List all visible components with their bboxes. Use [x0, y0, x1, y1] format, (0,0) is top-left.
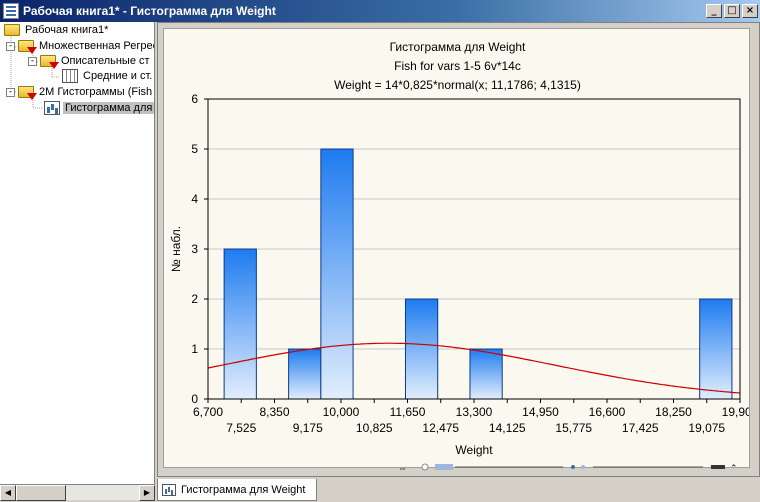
tree-item-label: Гистограмма для — [63, 102, 154, 114]
x-tick-label: 16,600 — [589, 405, 626, 419]
folder-red-icon — [18, 86, 37, 100]
x-tick-label: 10,825 — [356, 421, 393, 435]
y-tick-label: 3 — [191, 242, 198, 256]
chart-subtitle: Fish for vars 1-5 6v*14c — [394, 59, 521, 73]
maximize-button[interactable]: □ — [724, 4, 740, 18]
histogram-chart: 0 1 2 3 4 5 6 6,700 8,350 10,000 11,650 13,300 14,9… — [169, 92, 749, 457]
folder-red-icon — [18, 40, 37, 54]
window-title: Рабочая книга1* - Гистограмма для Weight — [23, 4, 276, 18]
folder-red-icon — [40, 55, 59, 69]
x-axis-label: Weight — [455, 443, 493, 457]
tree-horizontal-scrollbar[interactable]: ◀ ▶ — [0, 484, 155, 501]
collapse-icon[interactable]: - — [6, 86, 15, 97]
histogram-bar — [699, 298, 733, 400]
chart-icon — [44, 101, 60, 115]
tree-item-means[interactable]: Средние и ст. — [62, 68, 154, 84]
x-tick-label: 7,525 — [226, 421, 256, 435]
pin-icon[interactable] — [711, 465, 725, 469]
y-tick-label: 6 — [191, 92, 198, 106]
tree-item-regression[interactable]: - Множественная Регрес — [6, 38, 155, 54]
histogram-bar — [320, 148, 354, 400]
tree-item-workbook[interactable]: Рабочая книга1* — [4, 22, 110, 38]
tree-item-histogram-weight[interactable]: Гистограмма для — [44, 100, 154, 116]
scroll-right-icon[interactable]: ▶ — [139, 485, 155, 501]
tree-item-descriptive[interactable]: - Описательные ст — [28, 53, 152, 69]
x-tick-label: 14,950 — [522, 405, 559, 419]
tree-item-label: Множественная Регрес — [39, 40, 155, 52]
x-tick-label: 6,700 — [193, 405, 223, 419]
collapse-icon[interactable]: - — [6, 40, 15, 51]
tab-label: Гистограмма для Weight — [181, 483, 306, 496]
graph-window: Гистограмма для Weight Fish for vars 1-5… — [157, 22, 760, 477]
collapse-icon[interactable]: - — [28, 55, 37, 66]
y-tick-label: 1 — [191, 342, 198, 356]
scroll-thumb[interactable] — [16, 485, 66, 501]
x-tick-label: 11,650 — [390, 405, 426, 419]
title-bar: Рабочая книга1* - Гистограмма для Weight… — [0, 0, 760, 22]
chart-title: Гистограмма для Weight — [389, 40, 526, 54]
tree-item-label: 2М Гистограммы (Fish — [39, 86, 153, 98]
scroll-left-icon[interactable]: ◀ — [0, 485, 16, 501]
y-tick-label: 2 — [191, 292, 198, 306]
graph-canvas: Гистограмма для Weight Fish for vars 1-5… — [163, 28, 750, 468]
x-tick-label: 17,425 — [622, 421, 659, 435]
x-tick-label: 9,175 — [293, 421, 323, 435]
histogram-bar — [288, 348, 322, 400]
y-tick-label: 5 — [191, 142, 198, 156]
color-scale-icon[interactable] — [435, 464, 453, 470]
x-tick-label: 10,000 — [323, 405, 360, 419]
workbook-icon — [3, 3, 19, 19]
histogram-bar — [469, 348, 503, 400]
minimize-button[interactable]: _ — [706, 4, 722, 18]
y-tick-label: 0 — [191, 392, 198, 406]
brush-tool-icon[interactable]: ⇔ — [398, 463, 407, 473]
graph-toolbar: ⇔ ⌃ — [163, 461, 750, 473]
x-tick-label: 19,075 — [688, 421, 725, 435]
x-tick-label: 19,900 — [722, 405, 749, 419]
normal-fit-curve — [207, 342, 741, 394]
x-tick-label: 8,350 — [259, 405, 289, 419]
x-tick-label: 12,475 — [422, 421, 459, 435]
workbook-tree[interactable]: Рабочая книга1* - Множественная Регрес -… — [0, 22, 155, 484]
settings-icon[interactable] — [421, 463, 429, 471]
slider-dot[interactable] — [571, 465, 575, 469]
x-tick-label: 15,775 — [555, 421, 592, 435]
tree-item-label: Рабочая книга1* — [25, 24, 109, 36]
tree-item-label: Описательные ст — [61, 55, 150, 67]
y-tick-label: 4 — [191, 192, 198, 206]
y-axis-label: № набл. — [169, 226, 183, 272]
slider-dot[interactable] — [581, 465, 585, 469]
x-tick-label: 18,250 — [655, 405, 692, 419]
tree-item-histograms[interactable]: - 2М Гистограммы (Fish — [6, 84, 154, 100]
chart-formula: Weight = 14*0,825*normal(x; 11,1786; 4,1… — [334, 78, 581, 92]
folder-open-icon — [4, 24, 20, 36]
close-button[interactable]: × — [742, 4, 758, 18]
tree-item-label: Средние и ст. — [83, 70, 153, 82]
chart-icon — [162, 483, 176, 496]
histogram-bar — [223, 248, 257, 400]
x-tick-label: 13,300 — [456, 405, 493, 419]
table-icon — [62, 69, 78, 83]
x-tick-label: 14,125 — [489, 421, 526, 435]
tab-histogram[interactable]: Гистограмма для Weight — [157, 479, 317, 501]
histogram-bar — [404, 298, 439, 400]
expand-icon[interactable]: ⌃ — [730, 463, 738, 473]
graph-toolbar-controls: ⇔ ⌃ — [398, 463, 738, 473]
